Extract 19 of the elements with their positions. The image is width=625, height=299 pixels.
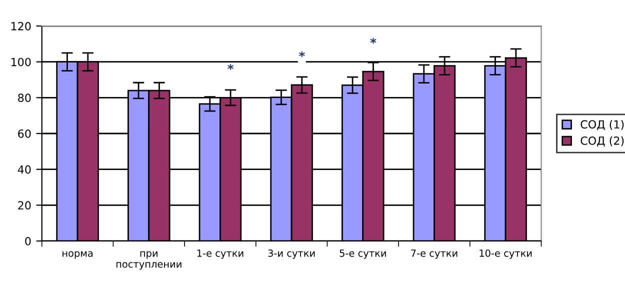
annotation: * <box>298 51 305 58</box>
x-tick-label: норма <box>62 251 93 259</box>
annotation: * <box>370 38 376 44</box>
legend-label: СОД (2) <box>580 136 624 146</box>
x-tick-label: при поступлении <box>116 251 182 270</box>
y-tick-label: 20 <box>18 201 31 210</box>
x-tick-label: 3-и сутки <box>268 250 315 259</box>
legend-label: СОД (1) <box>580 120 624 130</box>
annotation: * <box>228 64 234 70</box>
x-tick-label: 10-е сутки <box>480 250 532 259</box>
x-tick-label: 7-е сутки <box>411 250 458 259</box>
y-tick-label: 80 <box>18 94 31 102</box>
y-tick-label: 120 <box>11 22 31 30</box>
y-tick-label: 100 <box>11 58 31 66</box>
x-tick-label: 1-е сутки <box>197 250 244 259</box>
y-tick-label: 60 <box>18 129 31 138</box>
y-tick-label: 40 <box>18 165 31 174</box>
y-tick-label: 0 <box>25 236 31 246</box>
x-tick-label: 5-е сутки <box>340 250 386 259</box>
